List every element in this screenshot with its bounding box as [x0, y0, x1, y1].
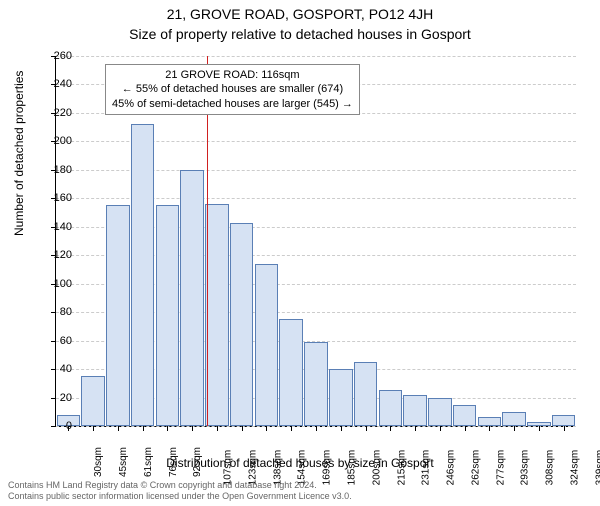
annotation-box: 21 GROVE ROAD: 116sqm ← 55% of detached …: [105, 64, 360, 115]
page-title: 21, GROVE ROAD, GOSPORT, PO12 4JH: [0, 6, 600, 22]
histogram-bar: [230, 223, 254, 427]
histogram-bar: [552, 415, 576, 426]
histogram-bar: [304, 342, 328, 426]
footer-line-2: Contains public sector information licen…: [8, 491, 352, 502]
y-tick-label: 60: [32, 335, 72, 347]
x-axis-label: Distribution of detached houses by size …: [0, 456, 600, 470]
histogram-bar: [453, 405, 477, 426]
chart-container: 21, GROVE ROAD, GOSPORT, PO12 4JH Size o…: [0, 6, 600, 506]
histogram-bar: [428, 398, 452, 426]
y-tick-label: 140: [32, 221, 72, 233]
annotation-line-2: ← 55% of detached houses are smaller (67…: [112, 82, 353, 96]
footer-attribution: Contains HM Land Registry data © Crown c…: [8, 480, 352, 502]
histogram-bar: [379, 390, 403, 426]
y-tick-label: 180: [32, 164, 72, 176]
gridline: [56, 56, 576, 57]
histogram-bar: [81, 376, 105, 426]
y-tick-label: 160: [32, 192, 72, 204]
y-tick-label: 200: [32, 135, 72, 147]
y-tick-label: 100: [32, 278, 72, 290]
y-axis-label: Number of detached properties: [12, 71, 26, 236]
histogram-bar: [180, 170, 204, 426]
histogram-bar: [478, 417, 502, 426]
histogram-bar: [106, 205, 130, 426]
y-tick-label: 120: [32, 249, 72, 261]
footer-line-1: Contains HM Land Registry data © Crown c…: [8, 480, 352, 491]
histogram-bar: [403, 395, 427, 426]
histogram-bar: [205, 204, 229, 426]
y-tick-label: 40: [32, 363, 72, 375]
y-tick-label: 80: [32, 306, 72, 318]
annotation-line-3: 45% of semi-detached houses are larger (…: [112, 97, 353, 111]
histogram-bar: [329, 369, 353, 426]
y-tick-label: 240: [32, 78, 72, 90]
y-tick-label: 220: [32, 107, 72, 119]
histogram-bar: [255, 264, 279, 426]
histogram-bar: [156, 205, 180, 426]
histogram-bar: [131, 124, 155, 426]
histogram-bar: [279, 319, 303, 426]
y-tick-label: 260: [32, 50, 72, 62]
y-tick-label: 20: [32, 392, 72, 404]
annotation-line-1: 21 GROVE ROAD: 116sqm: [112, 68, 353, 82]
y-tick-label: 0: [32, 420, 72, 432]
chart-subtitle: Size of property relative to detached ho…: [0, 26, 600, 42]
histogram-bar: [502, 412, 526, 426]
histogram-bar: [354, 362, 378, 426]
